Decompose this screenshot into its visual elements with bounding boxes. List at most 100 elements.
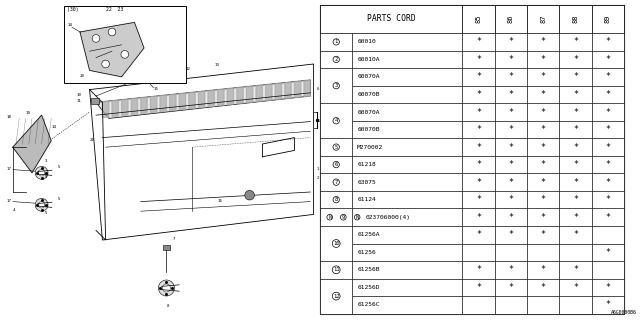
Text: 61256: 61256 [357, 250, 376, 255]
Text: M270002: M270002 [357, 145, 383, 149]
Text: *: * [605, 72, 610, 82]
Polygon shape [218, 89, 224, 106]
Bar [559, 5, 591, 33]
Bar [591, 121, 624, 138]
Bar [353, 244, 462, 261]
Circle shape [108, 28, 116, 36]
Bar [320, 33, 353, 51]
Bar [559, 244, 591, 261]
Bar [559, 261, 591, 279]
Text: *: * [541, 230, 545, 239]
Text: *: * [605, 125, 610, 134]
Bar [353, 261, 462, 279]
Bar [462, 86, 495, 103]
Bar [353, 191, 462, 208]
Text: 61256C: 61256C [357, 302, 380, 308]
Text: *: * [541, 195, 545, 204]
Text: *: * [573, 178, 578, 187]
Text: *: * [541, 283, 545, 292]
Polygon shape [266, 84, 272, 101]
Bar [462, 33, 495, 51]
Text: 3: 3 [335, 83, 338, 88]
Bar [591, 5, 624, 33]
Text: 21: 21 [319, 119, 323, 123]
Text: *: * [573, 55, 578, 64]
Text: 11: 11 [77, 100, 82, 103]
Bar [559, 296, 591, 314]
Text: *: * [541, 265, 545, 274]
Text: *: * [573, 213, 578, 222]
Text: 14: 14 [67, 23, 72, 27]
Text: 60010A: 60010A [357, 57, 380, 62]
Text: 5: 5 [45, 212, 47, 215]
Circle shape [163, 284, 170, 292]
Polygon shape [170, 94, 176, 111]
Bar [462, 173, 495, 191]
Bar [320, 173, 353, 191]
Circle shape [158, 280, 174, 296]
Text: 60070A: 60070A [357, 109, 380, 115]
Text: *: * [476, 143, 481, 152]
Bar [527, 68, 559, 86]
Text: 5: 5 [335, 145, 338, 149]
Text: *: * [476, 283, 481, 292]
Text: 17: 17 [6, 167, 12, 171]
Bar [462, 191, 495, 208]
Bar [495, 103, 527, 121]
Bar [353, 279, 462, 296]
Bar [495, 226, 527, 244]
Text: *: * [605, 143, 610, 152]
Bar [320, 138, 353, 156]
Polygon shape [96, 80, 310, 118]
Text: N: N [356, 215, 359, 220]
Text: (30): (30) [67, 7, 79, 12]
Circle shape [38, 170, 45, 176]
Bar [527, 138, 559, 156]
Text: *: * [508, 125, 513, 134]
Text: 61256B: 61256B [357, 267, 380, 272]
Bar [559, 173, 591, 191]
Text: 14: 14 [51, 125, 56, 129]
Text: *: * [605, 248, 610, 257]
Circle shape [35, 166, 48, 179]
Text: 16: 16 [218, 199, 223, 203]
Text: *: * [476, 213, 481, 222]
Text: 11: 11 [333, 267, 339, 272]
Text: 10: 10 [333, 241, 339, 246]
Circle shape [244, 190, 255, 200]
Bar [462, 208, 495, 226]
Text: *: * [605, 213, 610, 222]
Bar [527, 156, 559, 173]
Circle shape [121, 51, 129, 58]
Bar [527, 86, 559, 103]
Text: *: * [541, 90, 545, 99]
Text: *: * [573, 90, 578, 99]
Text: *: * [476, 125, 481, 134]
Bar [462, 156, 495, 173]
Bar [559, 208, 591, 226]
Text: *: * [573, 72, 578, 82]
Bar [462, 51, 495, 68]
Text: 5: 5 [58, 197, 60, 201]
Bar [559, 226, 591, 244]
Text: 60070A: 60070A [357, 75, 380, 79]
Text: 17: 17 [6, 199, 12, 203]
Text: *: * [573, 108, 578, 116]
Bar [320, 103, 353, 138]
Text: 86: 86 [508, 15, 514, 23]
Text: 3: 3 [45, 159, 47, 163]
Text: *: * [508, 72, 513, 82]
Bar [320, 279, 353, 314]
Bar [462, 5, 495, 33]
Bar [591, 156, 624, 173]
Bar [320, 226, 353, 261]
Bar [495, 33, 527, 51]
Bar [591, 226, 624, 244]
Bar [527, 226, 559, 244]
Bar [353, 33, 462, 51]
Polygon shape [179, 93, 186, 110]
Text: *: * [573, 265, 578, 274]
Text: 60070B: 60070B [357, 127, 380, 132]
Polygon shape [122, 99, 128, 116]
Text: *: * [508, 55, 513, 64]
